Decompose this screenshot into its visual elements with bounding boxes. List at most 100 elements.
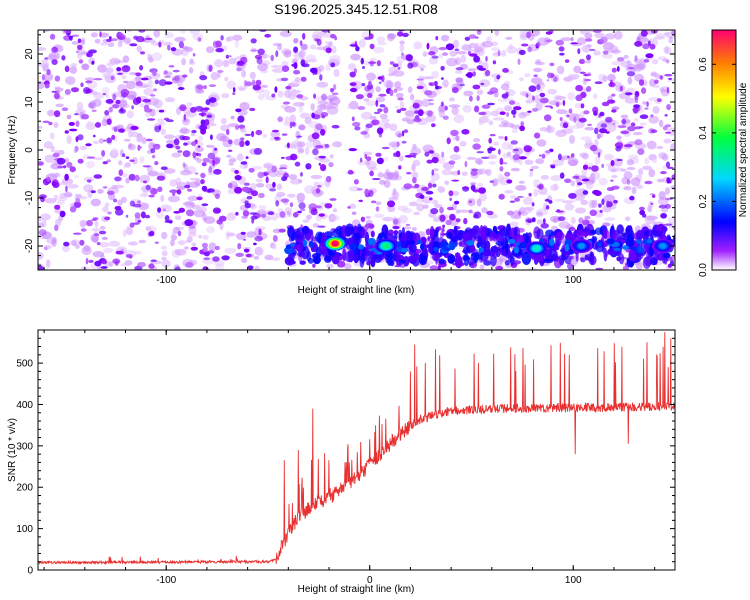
noise-blob bbox=[627, 154, 639, 160]
noise-blob bbox=[353, 68, 358, 74]
noise-blob bbox=[604, 33, 616, 40]
noise-blob bbox=[586, 86, 592, 92]
noise-blob bbox=[272, 235, 278, 242]
noise-blob bbox=[179, 104, 187, 112]
noise-blob bbox=[428, 102, 435, 106]
noise-blob bbox=[274, 86, 278, 93]
noise-blob bbox=[526, 31, 531, 39]
noise-blob bbox=[94, 260, 102, 267]
noise-blob bbox=[502, 68, 509, 73]
noise-blob bbox=[126, 110, 134, 119]
noise-blob bbox=[272, 243, 277, 251]
noise-blob bbox=[257, 63, 269, 72]
noise-blob bbox=[215, 48, 224, 53]
noise-blob bbox=[626, 59, 631, 65]
colorbar: 0.00.20.40.6 Normalized spectral amplitu… bbox=[698, 29, 749, 277]
noise-blob bbox=[71, 41, 80, 45]
noise-blob bbox=[208, 84, 217, 87]
noise-blob bbox=[513, 147, 524, 156]
noise-blob bbox=[153, 88, 158, 92]
band-blob bbox=[323, 255, 332, 263]
noise-blob bbox=[240, 231, 246, 235]
noise-blob bbox=[212, 207, 221, 214]
noise-blob bbox=[325, 175, 332, 183]
noise-blob bbox=[64, 173, 69, 181]
noise-blob bbox=[544, 198, 550, 202]
y-tick-label: 400 bbox=[16, 400, 33, 411]
noise-blob bbox=[254, 265, 260, 270]
noise-blob bbox=[650, 71, 657, 76]
noise-blob bbox=[528, 85, 537, 92]
noise-blob bbox=[498, 148, 501, 155]
noise-blob bbox=[621, 118, 627, 125]
band-blob bbox=[370, 230, 375, 238]
noise-blob bbox=[190, 106, 197, 113]
noise-blob bbox=[540, 98, 549, 104]
noise-blob bbox=[355, 46, 360, 52]
noise-blob bbox=[362, 66, 365, 69]
band-blob bbox=[433, 246, 439, 252]
noise-blob bbox=[207, 152, 216, 160]
noise-blob bbox=[442, 224, 445, 228]
noise-blob bbox=[212, 256, 220, 262]
noise-blob bbox=[354, 40, 358, 48]
noise-blob bbox=[87, 120, 92, 128]
noise-blob bbox=[38, 80, 45, 90]
noise-blob bbox=[292, 212, 299, 218]
noise-blob bbox=[580, 199, 588, 206]
noise-blob bbox=[224, 76, 229, 82]
hot-spot bbox=[577, 243, 585, 249]
noise-blob bbox=[205, 99, 211, 106]
noise-blob bbox=[92, 98, 102, 107]
noise-blob bbox=[44, 82, 50, 89]
noise-blob bbox=[567, 155, 570, 159]
noise-blob bbox=[80, 228, 87, 232]
noise-blob bbox=[437, 186, 446, 193]
noise-blob bbox=[107, 211, 112, 215]
noise-blob bbox=[411, 227, 417, 231]
noise-blob bbox=[610, 160, 615, 167]
spectrogram-x-axis-label: Height of straight line (km) bbox=[298, 285, 415, 296]
noise-blob bbox=[210, 134, 213, 140]
noise-blob bbox=[349, 87, 358, 93]
noise-blob bbox=[164, 75, 172, 79]
noise-blob bbox=[573, 116, 577, 124]
noise-blob bbox=[499, 157, 504, 165]
noise-blob bbox=[179, 128, 191, 134]
noise-blob bbox=[515, 184, 527, 191]
band-blob bbox=[366, 260, 371, 266]
noise-blob bbox=[142, 98, 152, 103]
noise-blob bbox=[333, 83, 337, 91]
noise-blob bbox=[611, 93, 616, 97]
noise-blob bbox=[115, 250, 124, 255]
noise-blob bbox=[182, 74, 188, 78]
noise-blob bbox=[131, 105, 134, 110]
noise-blob bbox=[399, 100, 405, 109]
noise-blob bbox=[556, 109, 567, 115]
noise-blob bbox=[277, 43, 282, 51]
noise-blob bbox=[506, 179, 513, 184]
noise-blob bbox=[613, 199, 618, 204]
noise-blob bbox=[369, 60, 374, 67]
noise-blob bbox=[140, 77, 149, 81]
noise-blob bbox=[201, 162, 207, 167]
noise-blob bbox=[317, 225, 326, 228]
noise-blob bbox=[591, 199, 598, 209]
noise-blob bbox=[455, 77, 464, 83]
noise-blob bbox=[71, 240, 77, 247]
noise-blob bbox=[284, 106, 296, 113]
noise-blob bbox=[663, 223, 673, 226]
band-blob bbox=[580, 257, 586, 263]
colorbar-tick-label: 0.6 bbox=[698, 57, 709, 71]
noise-blob bbox=[552, 159, 565, 167]
noise-blob bbox=[94, 220, 99, 228]
noise-blob bbox=[428, 57, 439, 65]
noise-blob bbox=[52, 152, 60, 158]
noise-blob bbox=[251, 130, 255, 138]
noise-blob bbox=[68, 128, 78, 132]
noise-blob bbox=[255, 178, 263, 183]
noise-blob bbox=[241, 127, 247, 135]
noise-blob bbox=[425, 190, 434, 195]
noise-blob bbox=[604, 217, 616, 221]
